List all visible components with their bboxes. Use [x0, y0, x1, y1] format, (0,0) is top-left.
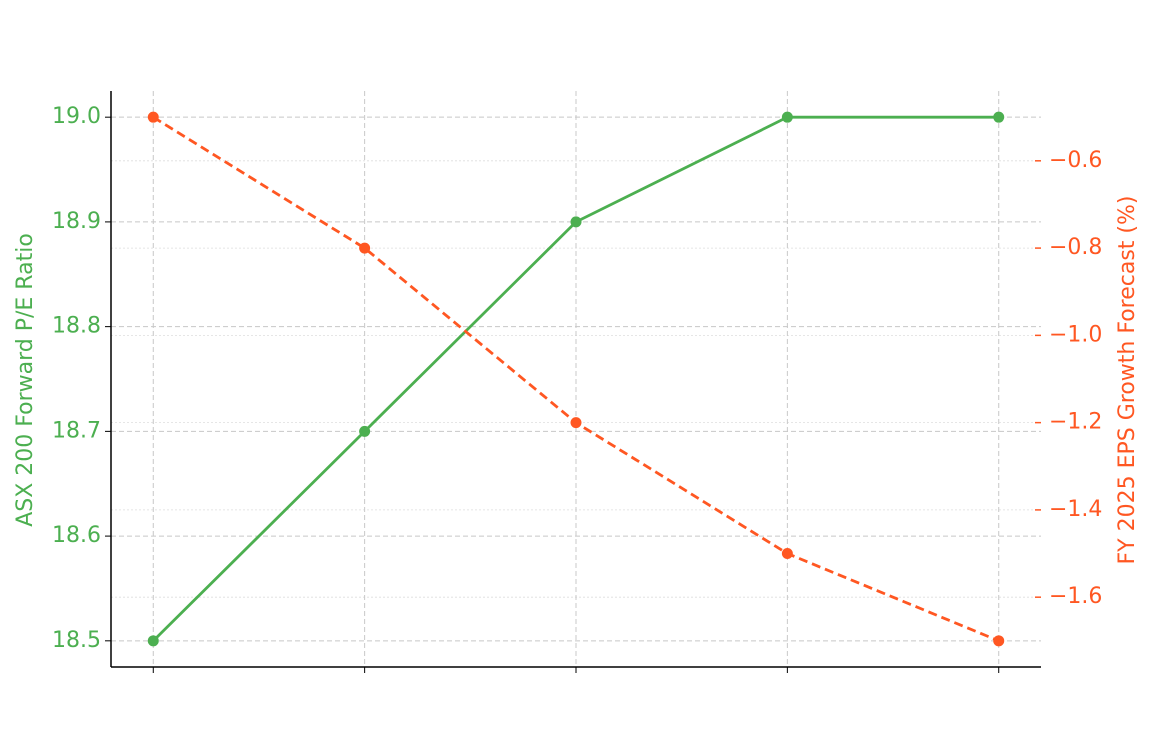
- y2-tick-label: −1.6: [1049, 584, 1102, 609]
- y-tick-label: 18.6: [52, 523, 101, 548]
- point: [781, 111, 793, 123]
- y-tick-label: 19.0: [52, 104, 101, 129]
- y2-tick-label: −0.8: [1049, 235, 1102, 260]
- y2-axis-label: FY 2025 EPS Growth Forecast (%): [1115, 196, 1140, 565]
- y-axis-label: ASX 200 Forward P/E Ratio: [13, 233, 38, 527]
- y-tick-label: 18.7: [52, 418, 101, 443]
- point: [570, 216, 582, 228]
- point: [147, 635, 159, 647]
- y-tick-label: 18.8: [52, 314, 101, 339]
- point: [359, 425, 371, 437]
- y-tick-label: 18.9: [52, 209, 101, 234]
- point: [359, 242, 371, 254]
- point: [781, 548, 793, 560]
- point: [993, 635, 1005, 647]
- point: [993, 111, 1005, 123]
- point: [147, 111, 159, 123]
- y2-tick-label: −0.6: [1049, 148, 1102, 173]
- y2-tick-label: −1.0: [1049, 322, 1102, 347]
- y2-tick-label: −1.2: [1049, 410, 1102, 435]
- y-tick-label: 18.5: [52, 628, 101, 653]
- point: [570, 417, 582, 429]
- y2-tick-label: −1.4: [1049, 497, 1102, 522]
